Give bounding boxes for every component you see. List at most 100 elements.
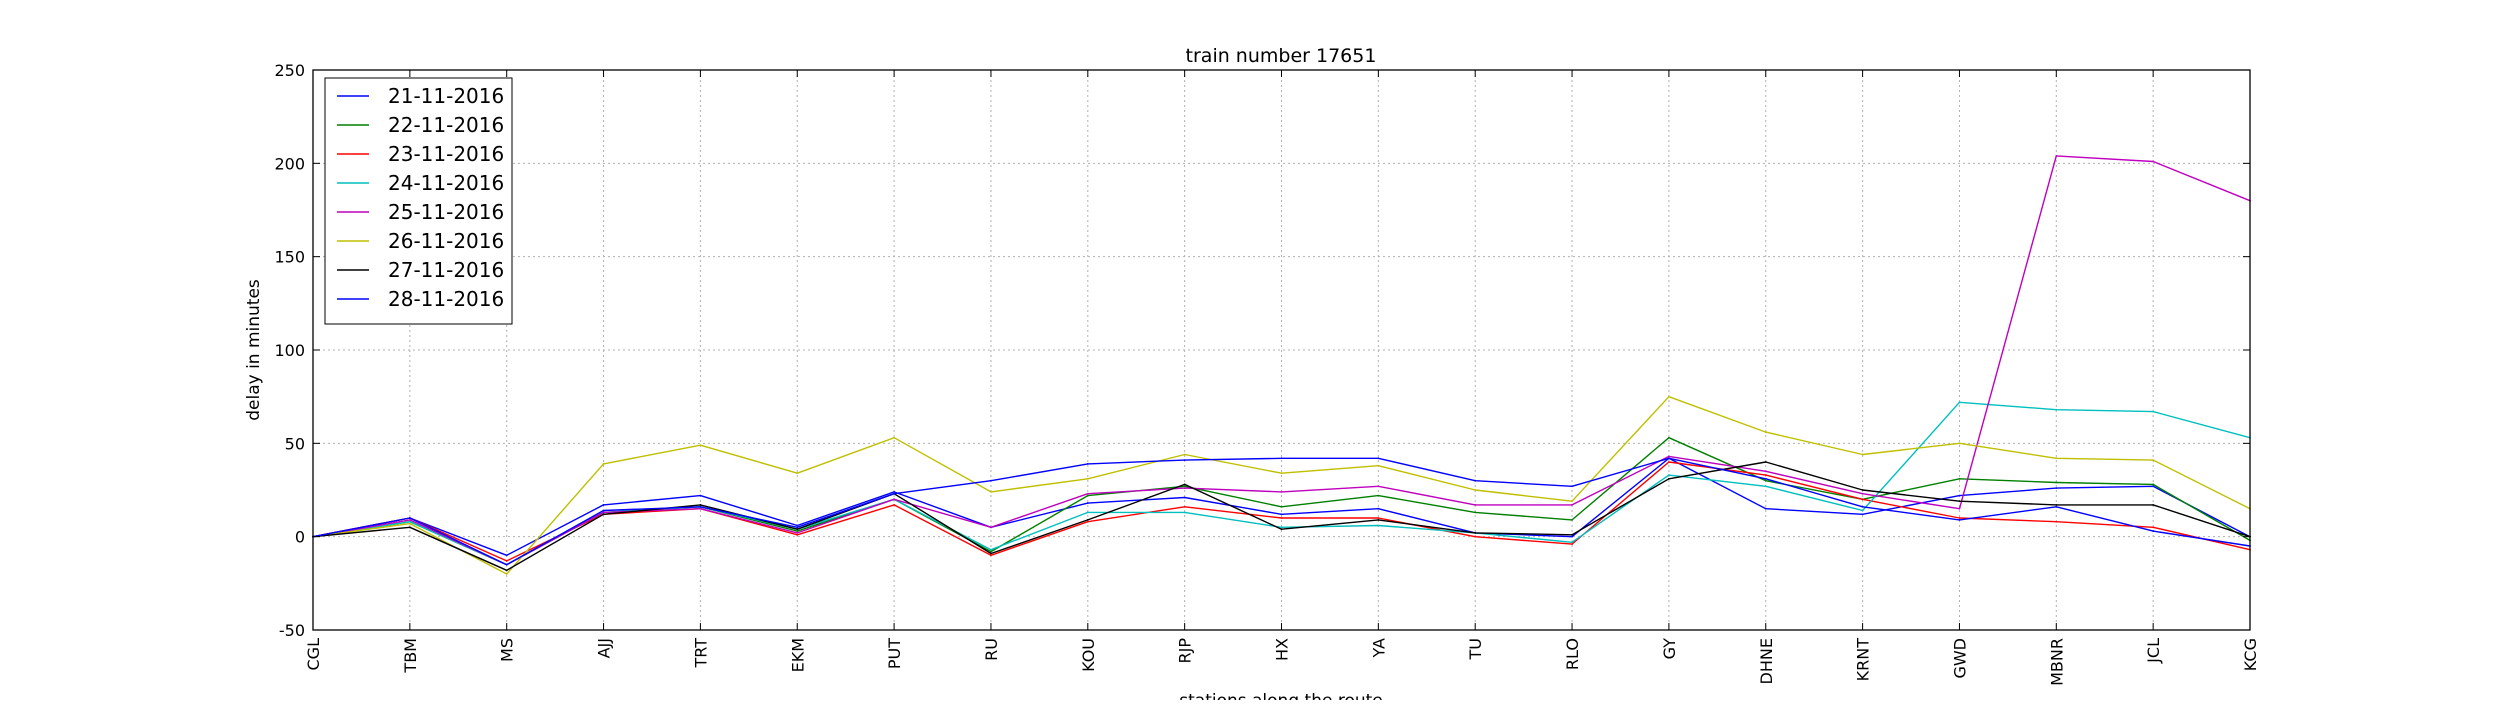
data-point <box>1377 518 1380 521</box>
y-tick-label: 50 <box>285 434 305 453</box>
data-point <box>1280 528 1283 531</box>
data-point <box>796 533 799 536</box>
data-point <box>1668 461 1670 463</box>
data-point <box>1183 511 1186 514</box>
data-point <box>602 462 605 465</box>
data-point <box>1571 504 1573 506</box>
data-point <box>2055 481 2058 484</box>
x-tick-label: MS <box>498 638 517 662</box>
x-tick-label: TU <box>1466 638 1485 660</box>
data-point <box>1377 524 1380 527</box>
data-point <box>1571 535 1573 538</box>
data-point <box>602 511 605 514</box>
data-point <box>1183 453 1186 456</box>
legend: 21-11-2016 22-11-2016 23-11-2016 24-11-2016… <box>324 77 513 325</box>
data-point <box>1474 532 1477 534</box>
data-point <box>893 492 895 495</box>
data-point <box>408 517 411 519</box>
data-point <box>408 526 411 529</box>
data-point <box>699 505 702 508</box>
data-point <box>602 509 605 512</box>
x-tick-label: EKM <box>788 638 807 672</box>
x-tick-label: TBM <box>401 638 420 674</box>
x-tick-label: CGL <box>304 638 323 671</box>
data-point <box>1086 462 1089 465</box>
data-point <box>1571 518 1573 521</box>
data-point <box>990 490 992 493</box>
x-tick-label: TRT <box>691 638 710 669</box>
data-point <box>893 490 895 493</box>
data-point <box>1861 505 1864 508</box>
data-point <box>1668 457 1670 460</box>
data-point <box>2055 504 2058 506</box>
data-point <box>796 530 799 532</box>
data-point <box>505 560 508 562</box>
y-axis-ticks: -50 0 50 100 150 200 250 <box>274 61 2250 640</box>
data-point <box>893 436 895 439</box>
data-point <box>2152 526 2155 529</box>
data-point <box>2152 459 2155 462</box>
data-point <box>1764 479 1767 482</box>
data-point <box>1861 489 1864 491</box>
data-point <box>699 494 702 497</box>
data-point <box>796 526 799 529</box>
data-point <box>1377 494 1380 497</box>
data-point <box>1958 517 1961 519</box>
data-point <box>1958 477 1961 480</box>
data-point <box>699 507 702 510</box>
data-point <box>408 520 411 523</box>
data-point <box>1668 436 1670 439</box>
data-point <box>1183 459 1186 462</box>
data-point <box>1764 485 1767 488</box>
data-point <box>1861 509 1864 512</box>
data-point <box>699 504 702 506</box>
data-point <box>1764 474 1767 476</box>
x-tick-label: YA <box>1369 638 1388 659</box>
data-point <box>1861 492 1864 495</box>
data-point <box>1086 511 1089 514</box>
data-point <box>1764 470 1767 473</box>
data-point <box>1571 543 1573 546</box>
data-point <box>1377 507 1380 510</box>
data-point <box>505 569 508 572</box>
x-tick-label: GY <box>1660 638 1679 660</box>
data-point <box>1764 477 1767 480</box>
data-point <box>505 573 508 575</box>
data-point <box>1861 513 1864 516</box>
data-point <box>1280 490 1283 493</box>
data-point <box>1474 511 1477 514</box>
data-point <box>990 479 992 482</box>
x-tick-label: RU <box>982 638 1001 661</box>
x-axis-label: stations along the route <box>1179 691 1383 700</box>
data-point <box>1377 457 1380 460</box>
data-point <box>990 548 992 551</box>
x-tick-label: RJP <box>1176 638 1195 664</box>
data-point <box>893 498 895 501</box>
data-point <box>2055 487 2058 490</box>
x-tick-label: PUT <box>885 638 904 669</box>
data-point <box>2055 505 2058 508</box>
data-point <box>1086 502 1089 504</box>
y-tick-label: 150 <box>274 248 305 267</box>
data-point <box>1183 483 1186 486</box>
y-axis-label: delay in minutes <box>244 279 264 421</box>
data-point <box>1958 401 1961 404</box>
data-point <box>1086 494 1089 497</box>
data-point <box>1474 479 1477 482</box>
data-point <box>990 550 992 553</box>
x-tick-label: AJJ <box>595 638 614 658</box>
data-point <box>1668 455 1670 458</box>
data-point <box>796 532 799 534</box>
data-point <box>1377 485 1380 488</box>
legend-label: 21-11-2016 <box>388 84 504 108</box>
data-point <box>1474 535 1477 538</box>
data-point <box>2152 160 2155 163</box>
data-point <box>796 524 799 527</box>
data-point <box>2152 530 2155 532</box>
x-tick-label: MBNR <box>2047 638 2066 686</box>
data-point <box>990 552 992 555</box>
data-point <box>990 526 992 529</box>
x-tick-label: KOU <box>1079 638 1098 672</box>
